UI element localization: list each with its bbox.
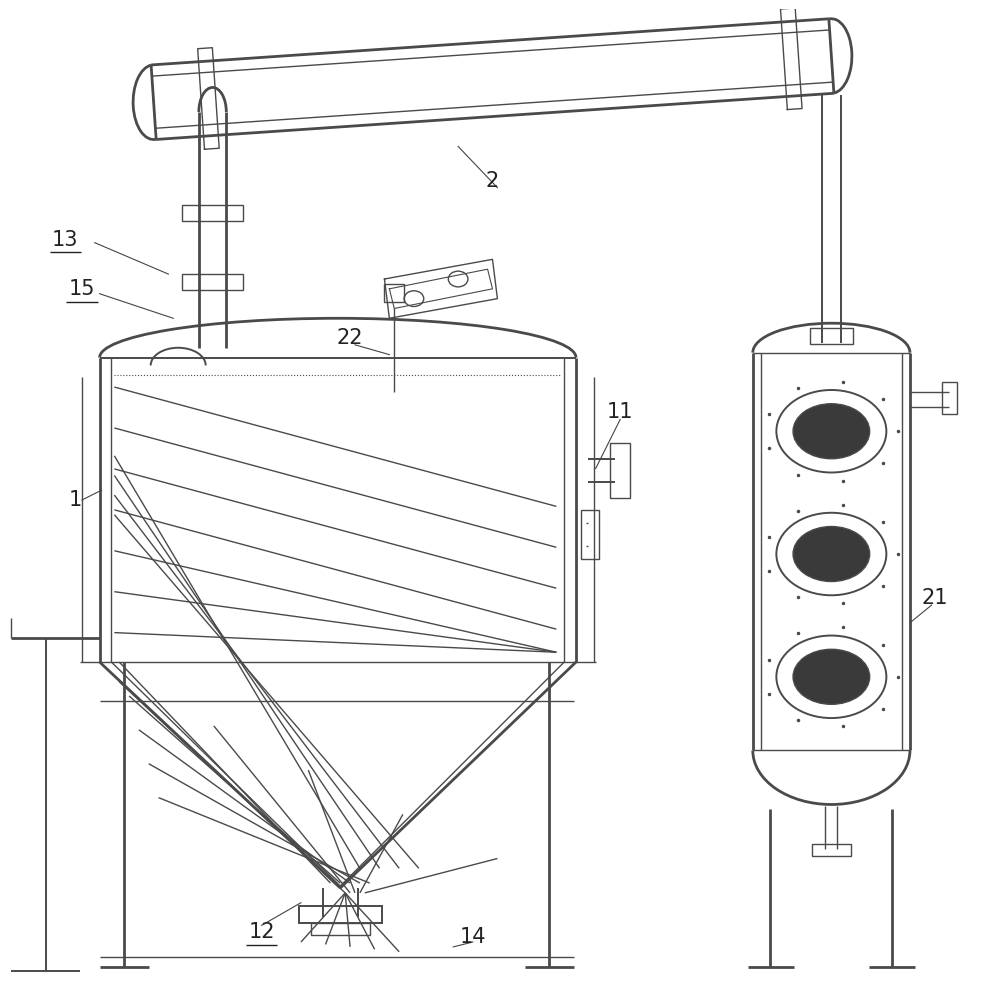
Bar: [812, 844, 851, 856]
Text: 14: 14: [460, 927, 487, 947]
Text: 2: 2: [486, 171, 499, 191]
Text: 12: 12: [248, 922, 275, 942]
Text: 11: 11: [607, 402, 633, 422]
Text: 1: 1: [68, 490, 82, 510]
Bar: [182, 205, 243, 221]
Ellipse shape: [793, 527, 870, 582]
Bar: [810, 328, 853, 344]
Bar: [311, 923, 369, 935]
Bar: [384, 284, 404, 302]
Bar: [611, 443, 630, 498]
Ellipse shape: [793, 404, 870, 459]
Ellipse shape: [793, 649, 870, 704]
Bar: [943, 382, 957, 414]
Text: 21: 21: [921, 588, 948, 608]
Bar: [299, 906, 381, 923]
Bar: [182, 274, 243, 290]
Text: 13: 13: [52, 230, 79, 250]
Text: 15: 15: [69, 279, 96, 299]
Bar: [581, 510, 599, 559]
Text: 22: 22: [337, 328, 363, 348]
